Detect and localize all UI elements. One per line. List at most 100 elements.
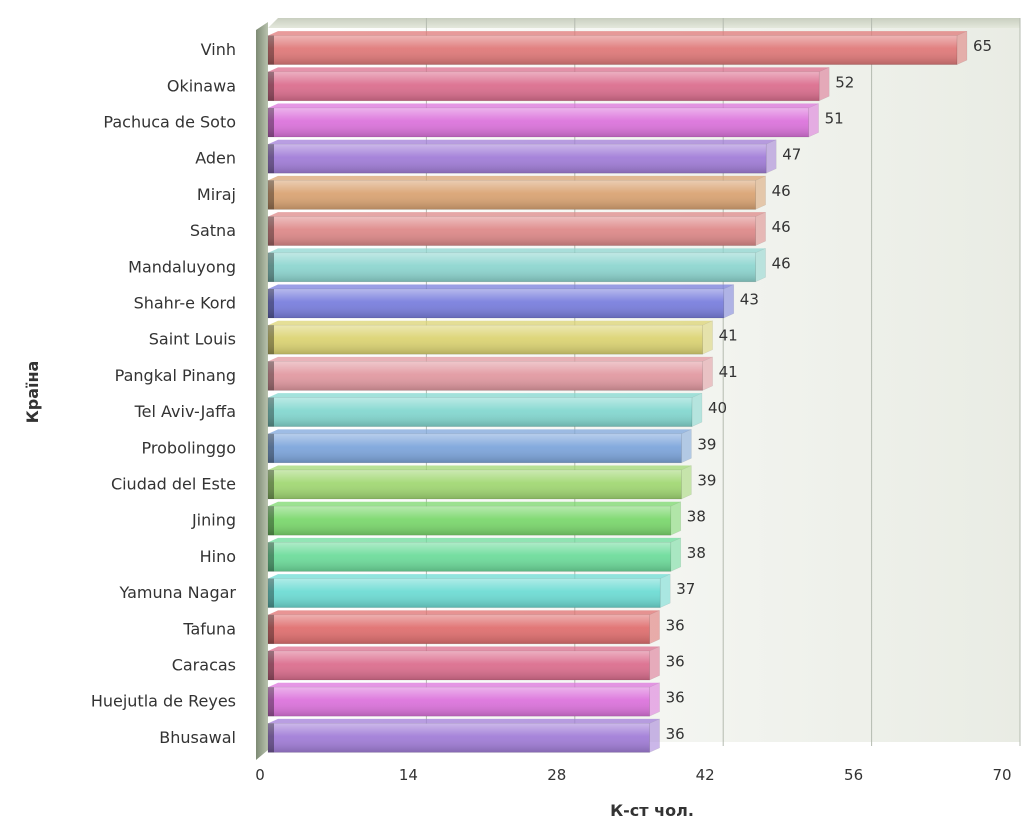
category-label: Probolinggo [142, 438, 236, 457]
bar-end [691, 392, 703, 427]
bar-cap [268, 289, 274, 318]
bar-end [755, 247, 766, 283]
bar-cap [268, 578, 274, 608]
bar-cap [268, 723, 274, 753]
bar-cap [268, 108, 274, 137]
bar-shine [268, 180, 756, 210]
category-label: Aden [195, 149, 236, 168]
category-label: Okinawa [167, 76, 236, 95]
bar [267, 501, 682, 536]
bar-cap [268, 506, 274, 536]
bar [267, 103, 819, 138]
bar-top [268, 320, 713, 326]
category-label: Ciudad del Este [111, 475, 236, 494]
bar-cap [268, 542, 274, 572]
bar-top [268, 718, 660, 724]
bar-end [765, 139, 777, 174]
category-label: Pachuca de Soto [103, 113, 236, 132]
x-tick-label: 70 [992, 766, 1011, 784]
bar-end [670, 537, 682, 572]
bar-top [268, 501, 681, 507]
bar-cap [268, 35, 274, 65]
bar-end [723, 284, 735, 319]
x-tick-label: 14 [399, 766, 418, 784]
bar [267, 609, 660, 645]
category-label: Jining [191, 511, 236, 530]
bar-top [268, 429, 692, 434]
bar-cap [268, 361, 274, 391]
bar-end [755, 175, 766, 210]
bar-end [755, 211, 766, 246]
bar-top [268, 465, 692, 471]
bar-top [268, 212, 766, 217]
value-label: 40 [708, 399, 727, 417]
bar-shine [268, 325, 703, 355]
bar-top [268, 103, 819, 109]
bar-cap [268, 71, 274, 101]
bar [267, 66, 830, 102]
bar [267, 718, 660, 753]
value-label: 36 [666, 689, 685, 707]
bar-cap [268, 470, 274, 499]
bar-shine [268, 506, 671, 536]
x-tick-label: 42 [696, 766, 715, 784]
bar [267, 646, 660, 681]
bar-top [268, 610, 660, 615]
value-label: 37 [676, 580, 695, 598]
bar-top [268, 284, 734, 290]
bar-end [702, 320, 713, 355]
bar-end [808, 103, 819, 138]
category-label: Satna [190, 221, 236, 240]
value-label: 46 [772, 254, 791, 272]
bar-shine [268, 542, 671, 572]
x-axis-title: К-ст чол. [610, 801, 694, 820]
bar-end [681, 428, 692, 464]
category-label: Miraj [197, 185, 236, 204]
bar-end [649, 718, 660, 753]
bar-cap [268, 651, 274, 680]
value-label: 36 [666, 616, 685, 634]
bar-top [268, 175, 766, 181]
bar-top [268, 139, 777, 145]
bar-shine [268, 433, 682, 463]
value-label: 65 [973, 37, 992, 55]
bar [267, 211, 766, 246]
value-label: 38 [687, 544, 706, 562]
bar-end [956, 30, 968, 65]
bar-top [268, 356, 713, 362]
bar-end [659, 573, 671, 608]
category-label: Tel Aviv-Jaffa [134, 402, 236, 421]
value-label: 41 [719, 327, 738, 345]
x-tick-label: 28 [547, 766, 566, 784]
bar-cap [268, 144, 274, 174]
value-label: 51 [825, 110, 844, 128]
bar-cap [268, 433, 274, 463]
value-label: 36 [666, 725, 685, 743]
bar [267, 537, 682, 572]
x-tick-label: 0 [255, 766, 265, 784]
bar-end [818, 66, 830, 102]
bar-cap [268, 180, 274, 210]
bar-top [268, 67, 830, 72]
bar-top [268, 31, 967, 36]
y-axis-title: Країна [23, 361, 42, 424]
bar-shine [268, 723, 650, 753]
bar [267, 465, 692, 500]
bar-shine [268, 361, 703, 391]
value-label: 52 [835, 73, 854, 91]
category-label: Tafuna [182, 619, 236, 638]
category-label: Vinh [201, 40, 236, 59]
value-label: 47 [782, 146, 801, 164]
value-label: 46 [772, 218, 791, 236]
bar-shine [268, 470, 682, 499]
bar [267, 356, 713, 391]
bar-top [268, 574, 671, 579]
bar-shine [268, 614, 650, 644]
category-label: Pangkal Pinang [115, 366, 236, 385]
bar [267, 682, 660, 717]
bar-shine [268, 35, 957, 65]
bar-top [268, 537, 681, 543]
bar [267, 175, 766, 210]
